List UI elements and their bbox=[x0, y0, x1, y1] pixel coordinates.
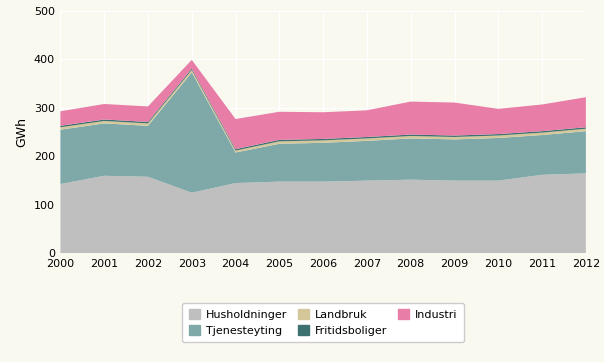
Legend: Husholdninger, Tjenesteyting, Landbruk, Fritidsboliger, Industri: Husholdninger, Tjenesteyting, Landbruk, … bbox=[182, 303, 464, 342]
Y-axis label: GWh: GWh bbox=[15, 117, 28, 147]
